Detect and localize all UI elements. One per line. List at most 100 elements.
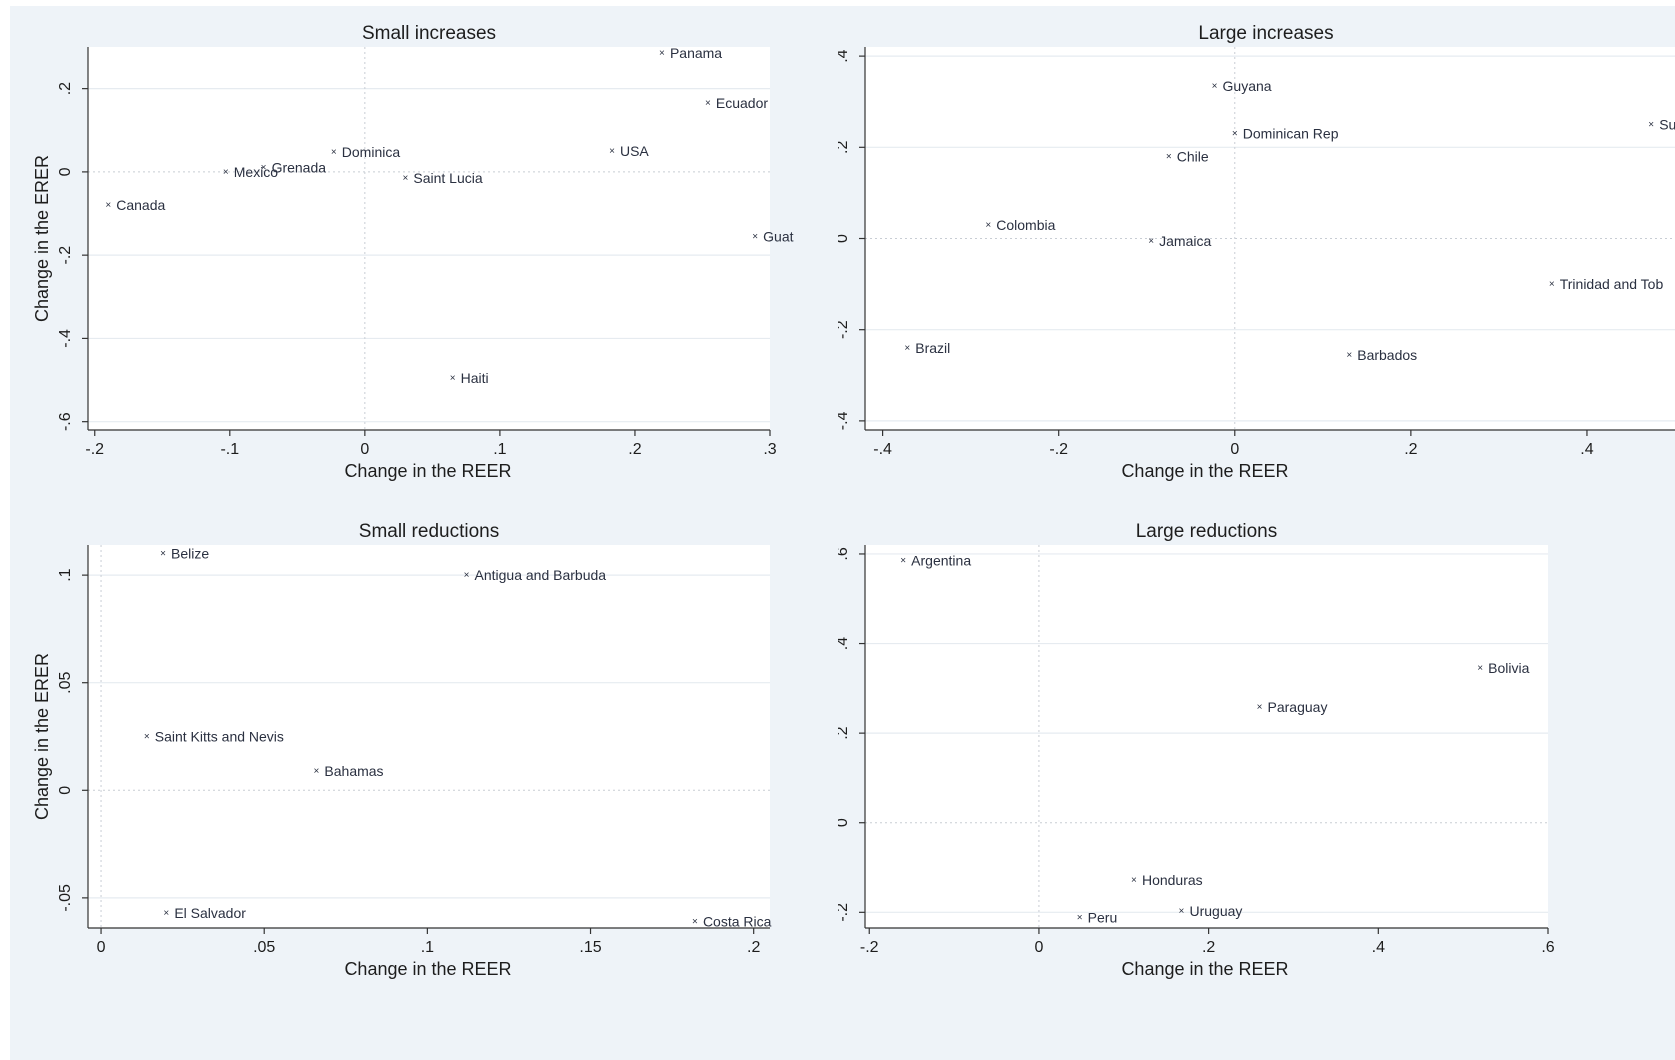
data-point-marker: × [904,343,910,354]
y-axis-label: Change in the ERER [32,653,52,820]
x-tick-label: 0 [360,441,369,458]
y-tick-label: .4 [838,637,851,650]
y-tick-label: -.2 [838,903,851,922]
data-point-label: Mexico [234,164,279,180]
x-tick-label: .6 [1541,939,1554,956]
panel-small-increases: -.2 -.1 0 .1 .2 .3 .2 0 -.2 -.4 -.6 Small increases… [32,23,794,481]
data-point-marker: × [1232,129,1238,140]
data-point-label: Grenada [272,160,327,176]
y-tick-label: 0 [57,167,74,176]
data-point-marker: × [1131,875,1137,886]
y-tick-label: .1 [57,568,74,581]
y-tick-label: -.4 [57,329,74,348]
data-point-label: Dominica [342,144,401,160]
data-point-label: Saint Lucia [413,170,482,186]
y-tick-label: .2 [57,82,74,95]
x-tick-label: .1 [421,939,434,956]
data-point-marker: × [1179,906,1185,917]
data-point-label: Dominican Rep [1243,126,1339,142]
y-tick-label: 0 [838,234,851,243]
data-point-marker: × [144,732,150,743]
data-point-marker: × [692,917,698,928]
panel-large-reductions: -.2 0 .2 .4 .6 .6 .4 .2 0 -.2 Large reductions Chan… [838,521,1555,979]
data-point-marker: × [331,147,337,158]
data-point-label: Jamaica [1159,233,1211,249]
x-tick-label: .1 [493,441,506,458]
data-point-label: Suri [1659,117,1675,133]
plot-area [88,47,770,430]
x-tick-label: -.2 [85,441,104,458]
data-point-label: Ecuador [716,95,768,111]
x-tick-label: .2 [1202,939,1215,956]
data-point-label: Peru [1088,910,1118,926]
data-point-marker: × [313,766,319,777]
y-tick-label: .2 [838,141,851,154]
data-point-marker: × [223,167,229,178]
panel-title: Large reductions [1136,521,1278,542]
data-point-label: USA [620,143,649,159]
plot-area [865,545,1548,928]
data-point-marker: × [752,231,758,242]
data-point-label: Bolivia [1488,660,1529,676]
data-point-marker: × [1648,120,1654,131]
y-tick-label: -.4 [838,411,851,430]
data-point-marker: × [900,556,906,567]
data-point-label: Bahamas [324,763,383,779]
x-tick-label: .3 [763,441,776,458]
x-tick-label: .2 [747,939,760,956]
x-axis-label: Change in the REER [1121,461,1288,481]
x-tick-label: -.2 [860,939,879,956]
panel-small-reductions: 0 .05 .1 .15 .2 .1 .05 0 -.05 Small reductions Cha… [32,521,772,979]
y-tick-label: .2 [838,726,851,739]
x-tick-label: .2 [1404,441,1417,458]
data-point-label: Uruguay [1189,903,1242,919]
x-tick-label: 0 [1034,939,1043,956]
panel-title: Large increases [1198,23,1333,44]
x-axis-label: Change in the REER [344,959,511,979]
data-point-marker: × [261,163,267,174]
data-point-label: El Salvador [174,905,246,921]
data-point-marker: × [1166,151,1172,162]
data-point-marker: × [1148,236,1154,247]
y-tick-label: .6 [838,547,851,560]
data-point-marker: × [160,549,166,560]
x-axis-label: Change in the REER [1121,959,1288,979]
data-point-marker: × [1257,702,1263,713]
data-point-label: Panama [670,45,722,61]
y-axis-label: Change in the ERER [32,155,52,322]
x-tick-label: -.2 [1049,441,1068,458]
data-point-marker: × [1212,81,1218,92]
data-point-label: Canada [116,197,165,213]
data-point-label: Belize [171,546,209,562]
x-tick-label: .05 [253,939,275,956]
x-tick-label: 0 [1230,441,1239,458]
x-axis-label: Change in the REER [344,461,511,481]
data-point-marker: × [985,220,991,231]
panel-title: Small increases [362,23,496,44]
y-tick-label: -.2 [57,246,74,265]
x-tick-label: -.1 [220,441,239,458]
y-tick-label: .05 [57,671,74,693]
y-tick-label: .4 [838,49,851,62]
panel-title: Small reductions [359,521,499,542]
data-point-label: Costa Rica [703,914,772,930]
x-tick-label: -.4 [873,441,892,458]
x-tick-label: .4 [1372,939,1385,956]
y-tick-label: 0 [57,786,74,795]
plot-area [88,545,770,928]
y-tick-label: -.05 [57,884,74,912]
x-tick-label: 0 [97,939,106,956]
data-point-marker: × [705,98,711,109]
data-point-label: Colombia [996,217,1055,233]
x-tick-label: .2 [628,441,641,458]
data-point-label: Chile [1177,148,1209,164]
data-point-marker: × [163,908,169,919]
data-point-marker: × [450,373,456,384]
data-point-label: Barbados [1357,347,1417,363]
data-point-marker: × [1077,913,1083,924]
y-tick-label: -.6 [57,412,74,431]
y-tick-label: 0 [838,818,851,827]
data-point-marker: × [609,146,615,157]
data-point-label: Brazil [915,340,950,356]
